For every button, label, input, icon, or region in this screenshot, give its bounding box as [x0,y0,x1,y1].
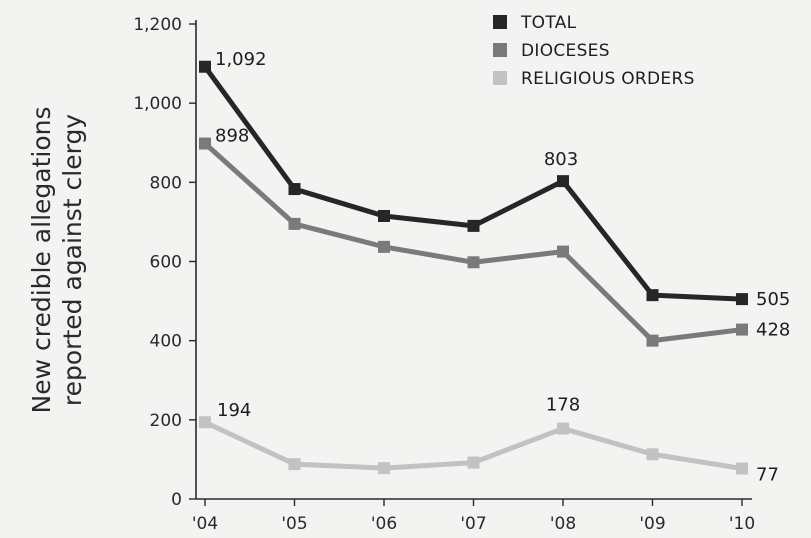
data-label: 803 [544,149,578,170]
legend: TOTAL DIOCESES RELIGIOUS ORDERS [493,13,695,89]
data-point [467,256,480,269]
y-axis-label-line-2: reported against clergy [58,114,87,406]
data-point [288,458,301,471]
data-point [199,416,211,429]
x-ticks: '04 '05 '06 '07 '08 '09 '10 [192,499,755,534]
data-point [288,217,301,230]
y-ticks: 0 200 400 600 800 1,000 1,200 [133,15,196,510]
series-total [199,60,748,306]
data-point [646,334,659,347]
legend-swatch [493,43,507,57]
data-point [557,245,569,258]
data-point [646,448,659,461]
legend-label: DIOCESES [521,41,610,61]
x-tick-label: '10 [729,514,755,534]
data-point [736,293,748,306]
data-point [557,422,569,435]
data-point [736,323,748,336]
y-tick-label: 1,000 [133,94,182,114]
legend-label: RELIGIOUS ORDERS [521,69,695,89]
data-point [378,209,390,222]
x-tick-label: '07 [460,514,486,534]
x-tick-label: '05 [281,514,307,534]
y-tick-label: 1,200 [133,15,182,35]
x-tick-label: '04 [192,514,218,534]
series-dioceses [199,137,748,347]
data-point [378,240,390,253]
data-label: 505 [756,289,790,310]
x-tick-label: '09 [639,514,665,534]
legend-swatch [493,71,507,85]
y-axis-label-line-1: New credible allegations [27,107,56,414]
data-point [378,462,390,475]
data-label: 77 [756,465,779,486]
y-tick-label: 0 [171,490,182,510]
series-religious-orders [199,416,748,475]
y-tick-label: 400 [150,332,182,352]
data-label: 178 [546,395,580,416]
data-label: 194 [217,400,251,421]
data-point [199,60,211,73]
y-tick-label: 200 [150,411,182,431]
y-axis-label: New credible allegations reported agains… [27,107,87,414]
x-tick-label: '06 [371,514,397,534]
y-tick-label: 800 [150,173,182,193]
x-tick-label: '08 [550,514,576,534]
data-label: 1,092 [215,49,267,70]
data-point [557,175,569,188]
data-point [467,456,480,469]
legend-label: TOTAL [520,13,577,33]
data-point [288,183,301,196]
data-point [199,137,211,150]
data-point [736,462,748,475]
data-label: 428 [756,320,790,341]
legend-swatch [493,15,507,29]
data-label: 898 [215,126,249,147]
data-labels: 1,092 898 803 505 428 194 178 77 [215,49,790,486]
data-point [646,289,659,302]
y-tick-label: 600 [150,253,182,273]
series-lines [199,60,748,475]
data-point [467,219,480,232]
